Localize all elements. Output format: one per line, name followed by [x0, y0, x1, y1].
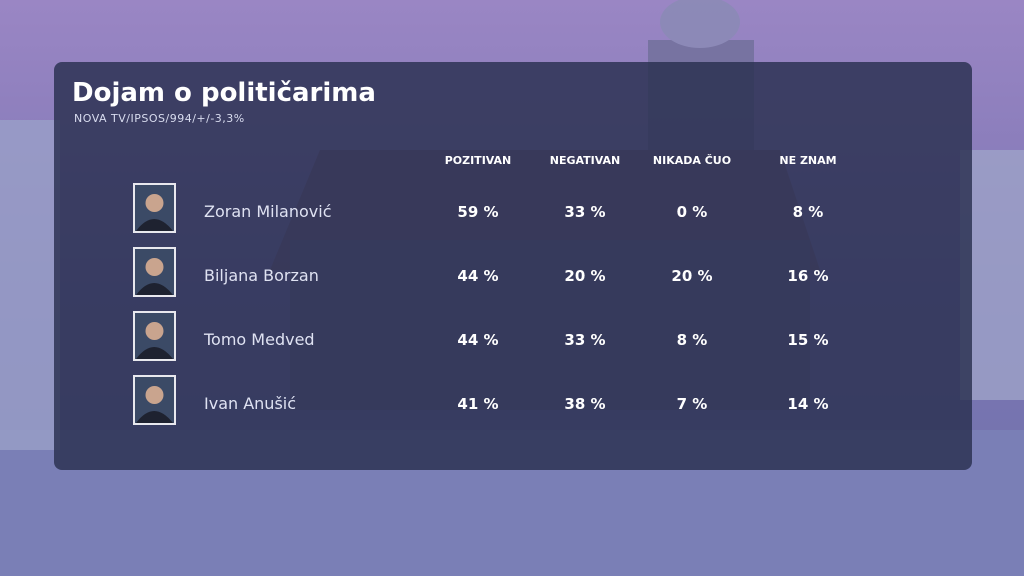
portrait-head: [145, 322, 164, 340]
name: Zoran Milanović: [204, 202, 332, 221]
portrait-body: [136, 219, 173, 231]
portrait-head: [145, 194, 164, 212]
cell: 44 %: [457, 267, 498, 285]
column-header: NIKADA ČUO: [653, 154, 731, 167]
portrait-head: [145, 386, 164, 404]
column-header: NE ZNAM: [779, 154, 836, 167]
cell: 20 %: [671, 267, 712, 285]
cell: 41 %: [457, 395, 498, 413]
cell: 14 %: [787, 395, 828, 413]
cell: 33 %: [564, 331, 605, 349]
cell: 20 %: [564, 267, 605, 285]
cell: 59 %: [457, 203, 498, 221]
name: Biljana Borzan: [204, 266, 319, 285]
cell: 8 %: [677, 331, 708, 349]
subtitle: NOVA TV/IPSOS/994/+/-3,3%: [74, 112, 245, 125]
column-header: NEGATIVAN: [550, 154, 621, 167]
panel: [54, 62, 972, 470]
name: Ivan Anušić: [204, 394, 296, 413]
cell: 8 %: [793, 203, 824, 221]
name: Tomo Medved: [203, 330, 315, 349]
cell: 44 %: [457, 331, 498, 349]
portrait-body: [136, 347, 173, 359]
cell: 33 %: [564, 203, 605, 221]
portrait-head: [145, 258, 164, 276]
cell: 0 %: [677, 203, 708, 221]
cell: 15 %: [787, 331, 828, 349]
cell: 16 %: [787, 267, 828, 285]
title: Dojam o političarima: [72, 78, 376, 108]
cell: 7 %: [677, 395, 708, 413]
column-header: POZITIVAN: [445, 154, 512, 167]
portrait-body: [136, 283, 173, 295]
table: POZITIVAN NEGATIVAN NIKADA ČUO NE ZNAM Zoran…: [133, 154, 837, 425]
portrait-body: [136, 411, 173, 423]
cell: 38 %: [564, 395, 605, 413]
